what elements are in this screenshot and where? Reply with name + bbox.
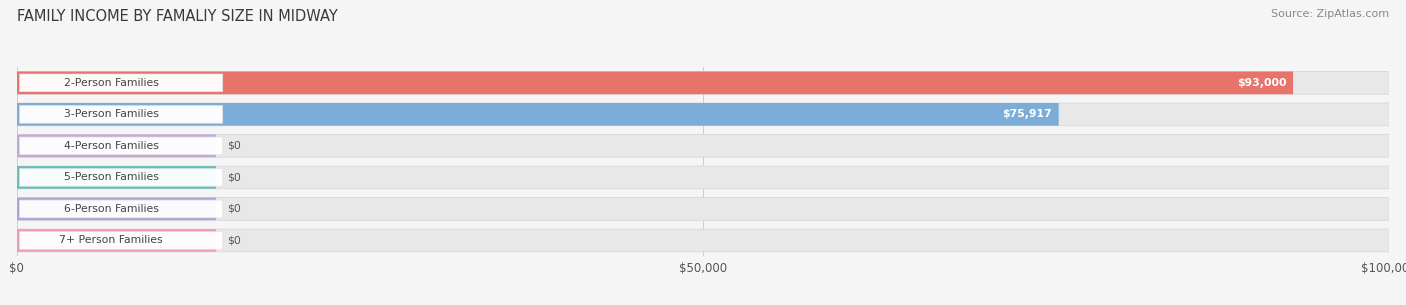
FancyBboxPatch shape [20, 74, 222, 92]
FancyBboxPatch shape [20, 231, 222, 249]
FancyBboxPatch shape [20, 137, 222, 155]
FancyBboxPatch shape [17, 103, 1389, 126]
Text: Source: ZipAtlas.com: Source: ZipAtlas.com [1271, 9, 1389, 19]
FancyBboxPatch shape [17, 229, 217, 252]
FancyBboxPatch shape [20, 106, 222, 123]
FancyBboxPatch shape [17, 166, 1389, 189]
FancyBboxPatch shape [17, 198, 1389, 220]
FancyBboxPatch shape [17, 135, 1389, 157]
Text: $0: $0 [226, 141, 240, 151]
Text: 5-Person Families: 5-Person Families [63, 172, 159, 182]
Text: 4-Person Families: 4-Person Families [63, 141, 159, 151]
FancyBboxPatch shape [17, 229, 1389, 252]
Text: $75,917: $75,917 [1002, 109, 1052, 119]
FancyBboxPatch shape [17, 103, 1059, 126]
Text: FAMILY INCOME BY FAMALIY SIZE IN MIDWAY: FAMILY INCOME BY FAMALIY SIZE IN MIDWAY [17, 9, 337, 24]
FancyBboxPatch shape [20, 169, 222, 186]
Text: $0: $0 [226, 172, 240, 182]
Text: $0: $0 [226, 204, 240, 214]
Text: 3-Person Families: 3-Person Families [63, 109, 159, 119]
Text: 6-Person Families: 6-Person Families [63, 204, 159, 214]
FancyBboxPatch shape [17, 71, 1389, 94]
FancyBboxPatch shape [20, 200, 222, 218]
FancyBboxPatch shape [17, 166, 217, 189]
FancyBboxPatch shape [17, 135, 217, 157]
Text: $0: $0 [226, 235, 240, 246]
FancyBboxPatch shape [17, 198, 217, 220]
Text: 2-Person Families: 2-Person Families [63, 78, 159, 88]
Text: 7+ Person Families: 7+ Person Families [59, 235, 163, 246]
FancyBboxPatch shape [17, 71, 1294, 94]
Text: $93,000: $93,000 [1237, 78, 1286, 88]
